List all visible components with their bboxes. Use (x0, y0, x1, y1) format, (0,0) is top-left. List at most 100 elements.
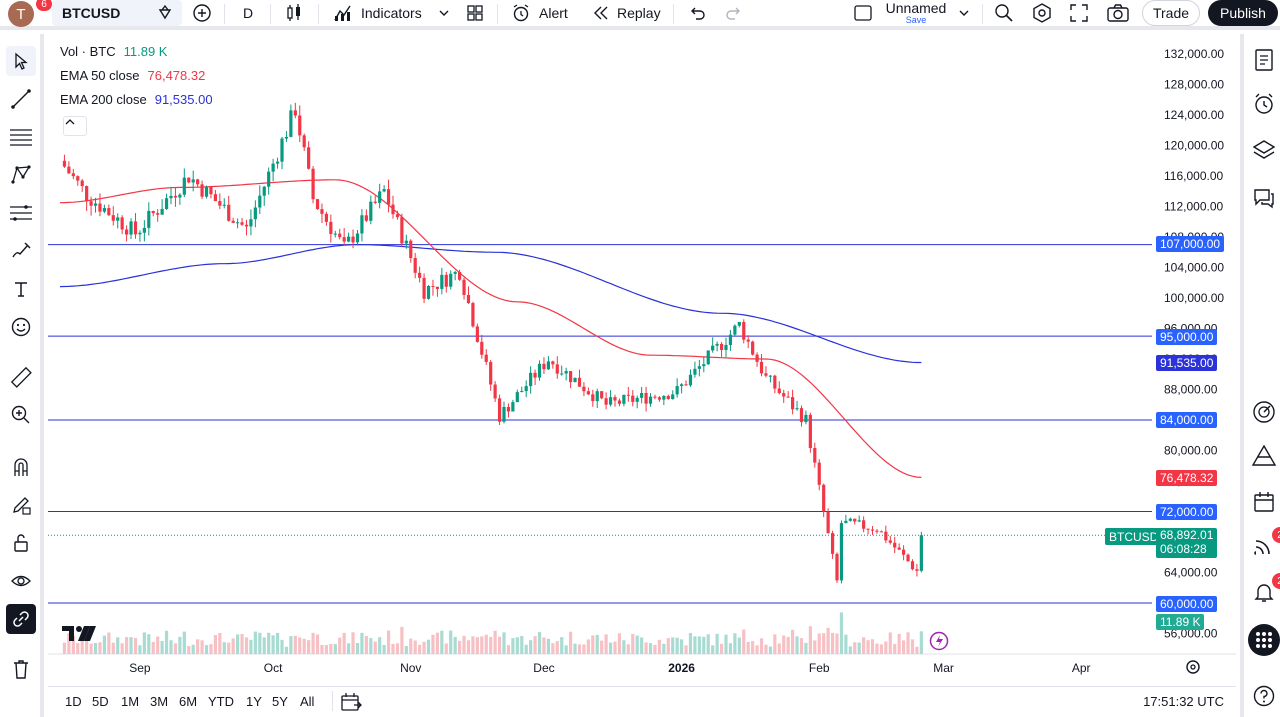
eye-icon[interactable] (6, 566, 36, 596)
candle-body (853, 518, 857, 522)
candle-body (711, 345, 715, 351)
candlesticks[interactable] (62, 102, 923, 584)
utc-clock[interactable]: 17:51:32 UTC (1143, 694, 1224, 709)
camera-icon[interactable] (1106, 0, 1130, 26)
volume-bar (875, 643, 879, 654)
range-1y[interactable]: 1Y (246, 694, 262, 709)
user-avatar[interactable]: T 6 (8, 0, 52, 27)
magnet-icon[interactable] (6, 452, 36, 482)
volume-bar (227, 642, 231, 654)
calendar-icon[interactable] (1248, 486, 1280, 518)
candle-body (813, 447, 817, 463)
lightning-event-icon[interactable] (926, 630, 950, 654)
time-tick-label: Feb (809, 661, 830, 675)
range-1m[interactable]: 1M (121, 694, 140, 709)
trend-line-icon[interactable] (6, 84, 36, 114)
collapse-legend-button[interactable] (63, 116, 87, 136)
help-icon[interactable] (1248, 680, 1280, 712)
zoom-in-icon[interactable] (6, 400, 36, 430)
range-5d[interactable]: 5D (92, 694, 109, 709)
volume-bar (706, 634, 710, 654)
candle-body (62, 160, 67, 167)
add-symbol-icon[interactable] (192, 0, 212, 26)
range-5y[interactable]: 5Y (272, 694, 288, 709)
candle-body (133, 221, 138, 235)
alert-button[interactable]: Alert (511, 0, 568, 26)
alarm-clock-icon[interactable] (1248, 88, 1280, 120)
candle-body (693, 368, 697, 375)
publish-button[interactable]: Publish (1208, 0, 1278, 26)
indicators-button[interactable]: Indicators (333, 0, 422, 26)
link-icon[interactable] (6, 604, 36, 634)
range-6m[interactable]: 6M (179, 694, 198, 709)
quick-search-icon[interactable] (993, 0, 1015, 26)
ema200-legend[interactable]: EMA 200 close 91,535.00 (60, 92, 213, 107)
range-1d[interactable]: 1D (65, 694, 82, 709)
price-chart[interactable]: 132,000.00 128,000.00 124,000.00 120,000.00… (48, 34, 1236, 684)
chevron-down-icon[interactable] (958, 0, 970, 26)
lock-icon[interactable] (6, 528, 36, 558)
notifications-bell-icon[interactable]: 2 (1248, 573, 1280, 608)
hline-label-60000: 60,000.00 (1156, 596, 1218, 612)
text-tool-icon[interactable] (6, 274, 36, 304)
redo-icon[interactable] (724, 0, 744, 26)
chevron-down-icon[interactable] (438, 0, 450, 26)
volume-bar (893, 643, 897, 654)
candle-body (413, 257, 417, 273)
forecast-icon[interactable] (6, 198, 36, 228)
symbol-compare-icon[interactable] (156, 0, 174, 26)
trash-icon[interactable] (6, 654, 36, 684)
goto-date-icon[interactable] (340, 692, 362, 715)
price-tick-label: 120,000.00 (1164, 139, 1224, 153)
technicals-gauge-icon[interactable] (1248, 396, 1280, 428)
chart-pane[interactable]: 132,000.00 128,000.00 124,000.00 120,000.00… (48, 34, 1236, 684)
cursor-icon[interactable] (6, 46, 36, 76)
candle-body (866, 528, 870, 530)
volume-bar (209, 644, 213, 654)
layers-icon[interactable] (1248, 134, 1280, 166)
ema200-line[interactable] (59, 244, 922, 364)
volume-bar (591, 635, 595, 654)
time-axis-settings-icon[interactable] (1184, 658, 1204, 678)
ema50-legend[interactable]: EMA 50 close 76,478.32 (60, 68, 206, 83)
candle-body (333, 233, 337, 235)
brush-icon[interactable] (6, 236, 36, 266)
volume-bar (542, 637, 546, 654)
volume-bar (844, 634, 848, 654)
ema50-price-label: 76,478.32 (1156, 470, 1218, 486)
lock-pencil-icon[interactable] (6, 490, 36, 520)
chat-icon[interactable] (1248, 182, 1280, 214)
trade-button[interactable]: Trade (1142, 0, 1200, 26)
settings-gear-icon[interactable] (1031, 0, 1053, 26)
layout-checkbox-icon[interactable] (853, 0, 873, 26)
pattern-icon[interactable] (6, 160, 36, 190)
volume-bar (737, 637, 741, 654)
templates-icon[interactable] (465, 0, 485, 26)
undo-icon[interactable] (687, 0, 707, 26)
candle-body (89, 201, 93, 206)
layout-name-button[interactable]: Unnamed Save (885, 0, 947, 25)
watchlist-icon[interactable] (1248, 44, 1280, 76)
volume-legend[interactable]: Vol · BTC 11.89 K (60, 44, 168, 59)
candles-icon[interactable] (285, 0, 303, 26)
news-stream-icon[interactable]: 2 (1248, 527, 1280, 562)
candle-body (453, 272, 457, 274)
volume-bar (600, 640, 604, 654)
interval-button[interactable]: D (243, 5, 254, 21)
volume-bar (449, 630, 453, 654)
ema50-line[interactable] (59, 179, 922, 478)
range-all[interactable]: All (300, 694, 315, 709)
candle-body (626, 394, 630, 396)
emoji-icon[interactable] (6, 312, 36, 342)
replay-button[interactable]: Replay (591, 0, 661, 26)
symbol-search[interactable]: BTCUSD (52, 0, 182, 26)
apps-grid-icon[interactable] (1248, 624, 1280, 656)
fullscreen-icon[interactable] (1069, 0, 1089, 26)
ruler-icon[interactable] (6, 362, 36, 392)
range-3m[interactable]: 3M (150, 694, 169, 709)
ideas-pyramid-icon[interactable] (1248, 440, 1280, 472)
range-ytd[interactable]: YTD (208, 694, 234, 709)
candle-body (533, 372, 537, 378)
fib-retracement-icon[interactable] (6, 122, 36, 152)
volume-bar (275, 632, 280, 654)
